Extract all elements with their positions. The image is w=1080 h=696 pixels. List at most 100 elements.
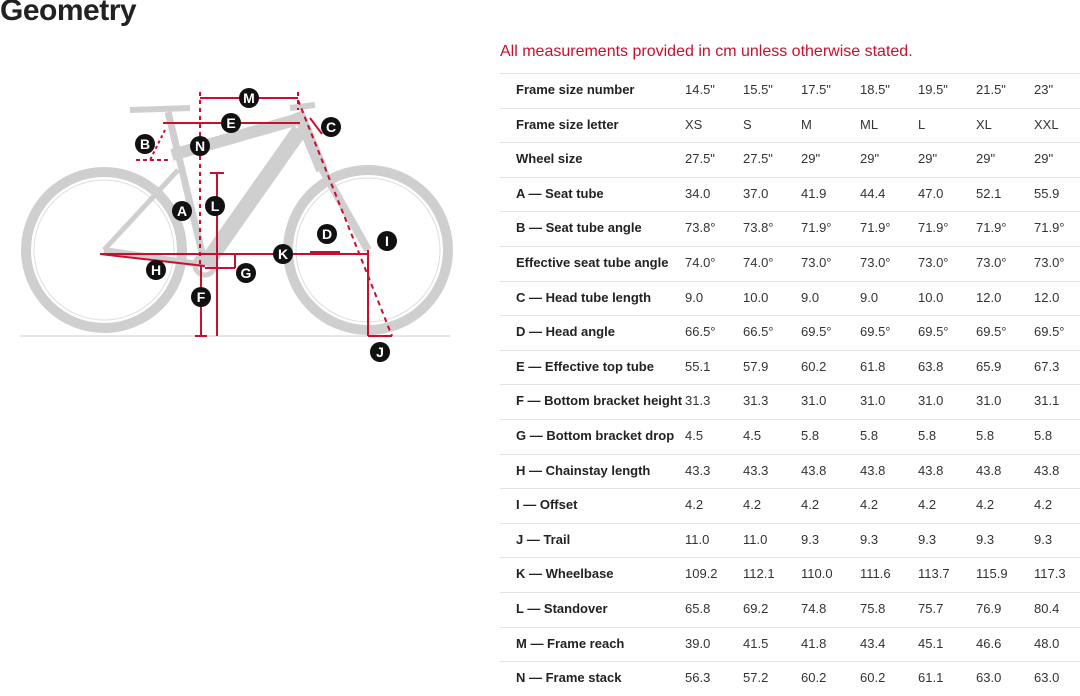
row-label: Effective seat tube angle xyxy=(516,255,669,270)
cell-value: S xyxy=(743,116,752,132)
cell-value: 31.1 xyxy=(1034,393,1060,409)
cell-value: 69.5° xyxy=(801,324,832,340)
cell-value: 56.3 xyxy=(685,670,711,686)
row-rule xyxy=(500,384,1080,386)
badge-circle xyxy=(135,134,155,154)
row-rule xyxy=(500,592,1080,593)
cell-value: 57.2 xyxy=(743,670,769,686)
cell-value: 71.9° xyxy=(976,220,1007,236)
cell-value: 4.2 xyxy=(685,497,704,513)
measure-badge: L xyxy=(205,196,225,216)
badge-circle xyxy=(191,287,211,307)
measure-badge: H xyxy=(146,260,166,280)
cell-value: 61.1 xyxy=(918,670,944,686)
cell-value: 76.9 xyxy=(976,601,1002,616)
cell-value: 43.8 xyxy=(918,462,944,478)
badge-circle xyxy=(273,244,293,264)
badge-circle xyxy=(146,260,166,280)
cell-value: 31.0 xyxy=(860,393,886,409)
cell-value: 60.2 xyxy=(801,358,827,374)
cell-value: 112.1 xyxy=(743,566,775,582)
title: Geometry xyxy=(0,0,137,27)
badge-letter: H xyxy=(151,262,161,278)
measure-badge: K xyxy=(273,244,293,264)
cell-value: 52.1 xyxy=(976,185,1002,201)
cell-value: 11.0 xyxy=(743,531,768,547)
row-label: C — Head tube length xyxy=(516,289,652,305)
measure-badge: C xyxy=(321,117,341,137)
cell-value: 109.2 xyxy=(685,566,718,582)
cell-value: 4.2 xyxy=(1034,497,1053,513)
row-label: F — Bottom bracket height xyxy=(516,393,683,409)
badge-letter: C xyxy=(326,119,336,135)
row-rule xyxy=(500,73,1080,74)
cell-value: 60.2 xyxy=(860,670,886,686)
badge-circle xyxy=(377,231,397,251)
badge-letter: B xyxy=(140,136,150,152)
cell-value: 39.0 xyxy=(685,635,711,651)
cell-value: 41.5 xyxy=(743,635,769,651)
cell-value: 55.1 xyxy=(685,358,711,374)
cell-value: 19.5" xyxy=(918,82,948,97)
cell-value: 73.8° xyxy=(685,220,716,236)
row-label: J — Trail xyxy=(516,531,571,547)
row-label: Frame size letter xyxy=(516,116,619,132)
cell-value: 48.0 xyxy=(1034,635,1060,651)
cell-value: 69.5° xyxy=(976,324,1007,340)
cell-value: 9.3 xyxy=(860,531,879,547)
cell-value: 45.1 xyxy=(918,635,944,651)
badge-letter: I xyxy=(385,233,389,249)
cell-value: 43.8 xyxy=(860,462,886,478)
cell-value: 4.5 xyxy=(743,428,762,443)
cell-value: 111.6 xyxy=(860,566,891,582)
cell-value: 29" xyxy=(918,151,938,167)
cell-value: 9.3 xyxy=(1034,531,1053,547)
cell-value: 29" xyxy=(801,151,821,167)
cell-value: ML xyxy=(860,116,879,132)
badge-letter: E xyxy=(226,115,235,131)
cell-value: XL xyxy=(976,116,992,132)
cell-value: 9.3 xyxy=(918,531,937,547)
measure-badge: G xyxy=(236,263,256,283)
saddle xyxy=(129,105,191,113)
badge-letter: M xyxy=(243,90,255,106)
row-rule xyxy=(500,488,1080,490)
cell-value: 69.2 xyxy=(743,601,769,616)
measure-badge: A xyxy=(172,201,192,221)
cell-value: 73.0° xyxy=(801,255,832,270)
cell-value: 27.5" xyxy=(685,151,715,167)
cell-value: 47.0 xyxy=(918,185,944,201)
cell-value: 10.0 xyxy=(743,289,769,305)
badge-letter: L xyxy=(211,198,220,214)
row-label: K — Wheelbase xyxy=(516,566,614,582)
row-rule xyxy=(500,107,1080,109)
cell-value: 31.3 xyxy=(743,393,769,409)
cell-value: XXL xyxy=(1034,116,1059,132)
measure-badge: F xyxy=(191,287,211,307)
cell-value: 63.0 xyxy=(976,670,1002,686)
badge-letter: J xyxy=(376,344,384,360)
row-label: M — Frame reach xyxy=(516,635,625,651)
cell-value: 43.3 xyxy=(685,462,711,478)
cell-value: L xyxy=(918,116,926,132)
cell-value: 4.5 xyxy=(685,428,704,443)
cell-value: 15.5" xyxy=(743,82,773,97)
cell-value: 5.8 xyxy=(976,428,995,443)
cell-value: 55.9 xyxy=(1034,185,1060,201)
chainstay xyxy=(103,247,206,268)
cell-value: 73.0° xyxy=(918,255,949,270)
badge-circle xyxy=(172,201,192,221)
cell-value: 12.0 xyxy=(1034,289,1060,305)
cell-value: 69.5° xyxy=(860,324,891,340)
cell-value: 73.0° xyxy=(1034,255,1065,270)
cell-value: 18.5" xyxy=(860,82,890,97)
cell-value: 71.9° xyxy=(918,220,949,236)
cell-value: 4.2 xyxy=(860,497,879,513)
cell-value: 5.8 xyxy=(860,428,879,443)
stem xyxy=(289,102,316,111)
row-rule xyxy=(500,211,1080,213)
cell-value: 115.9 xyxy=(976,566,1008,582)
badge-letter: K xyxy=(278,246,288,262)
badge-circle xyxy=(221,113,241,133)
cell-value: 9.3 xyxy=(801,531,820,547)
